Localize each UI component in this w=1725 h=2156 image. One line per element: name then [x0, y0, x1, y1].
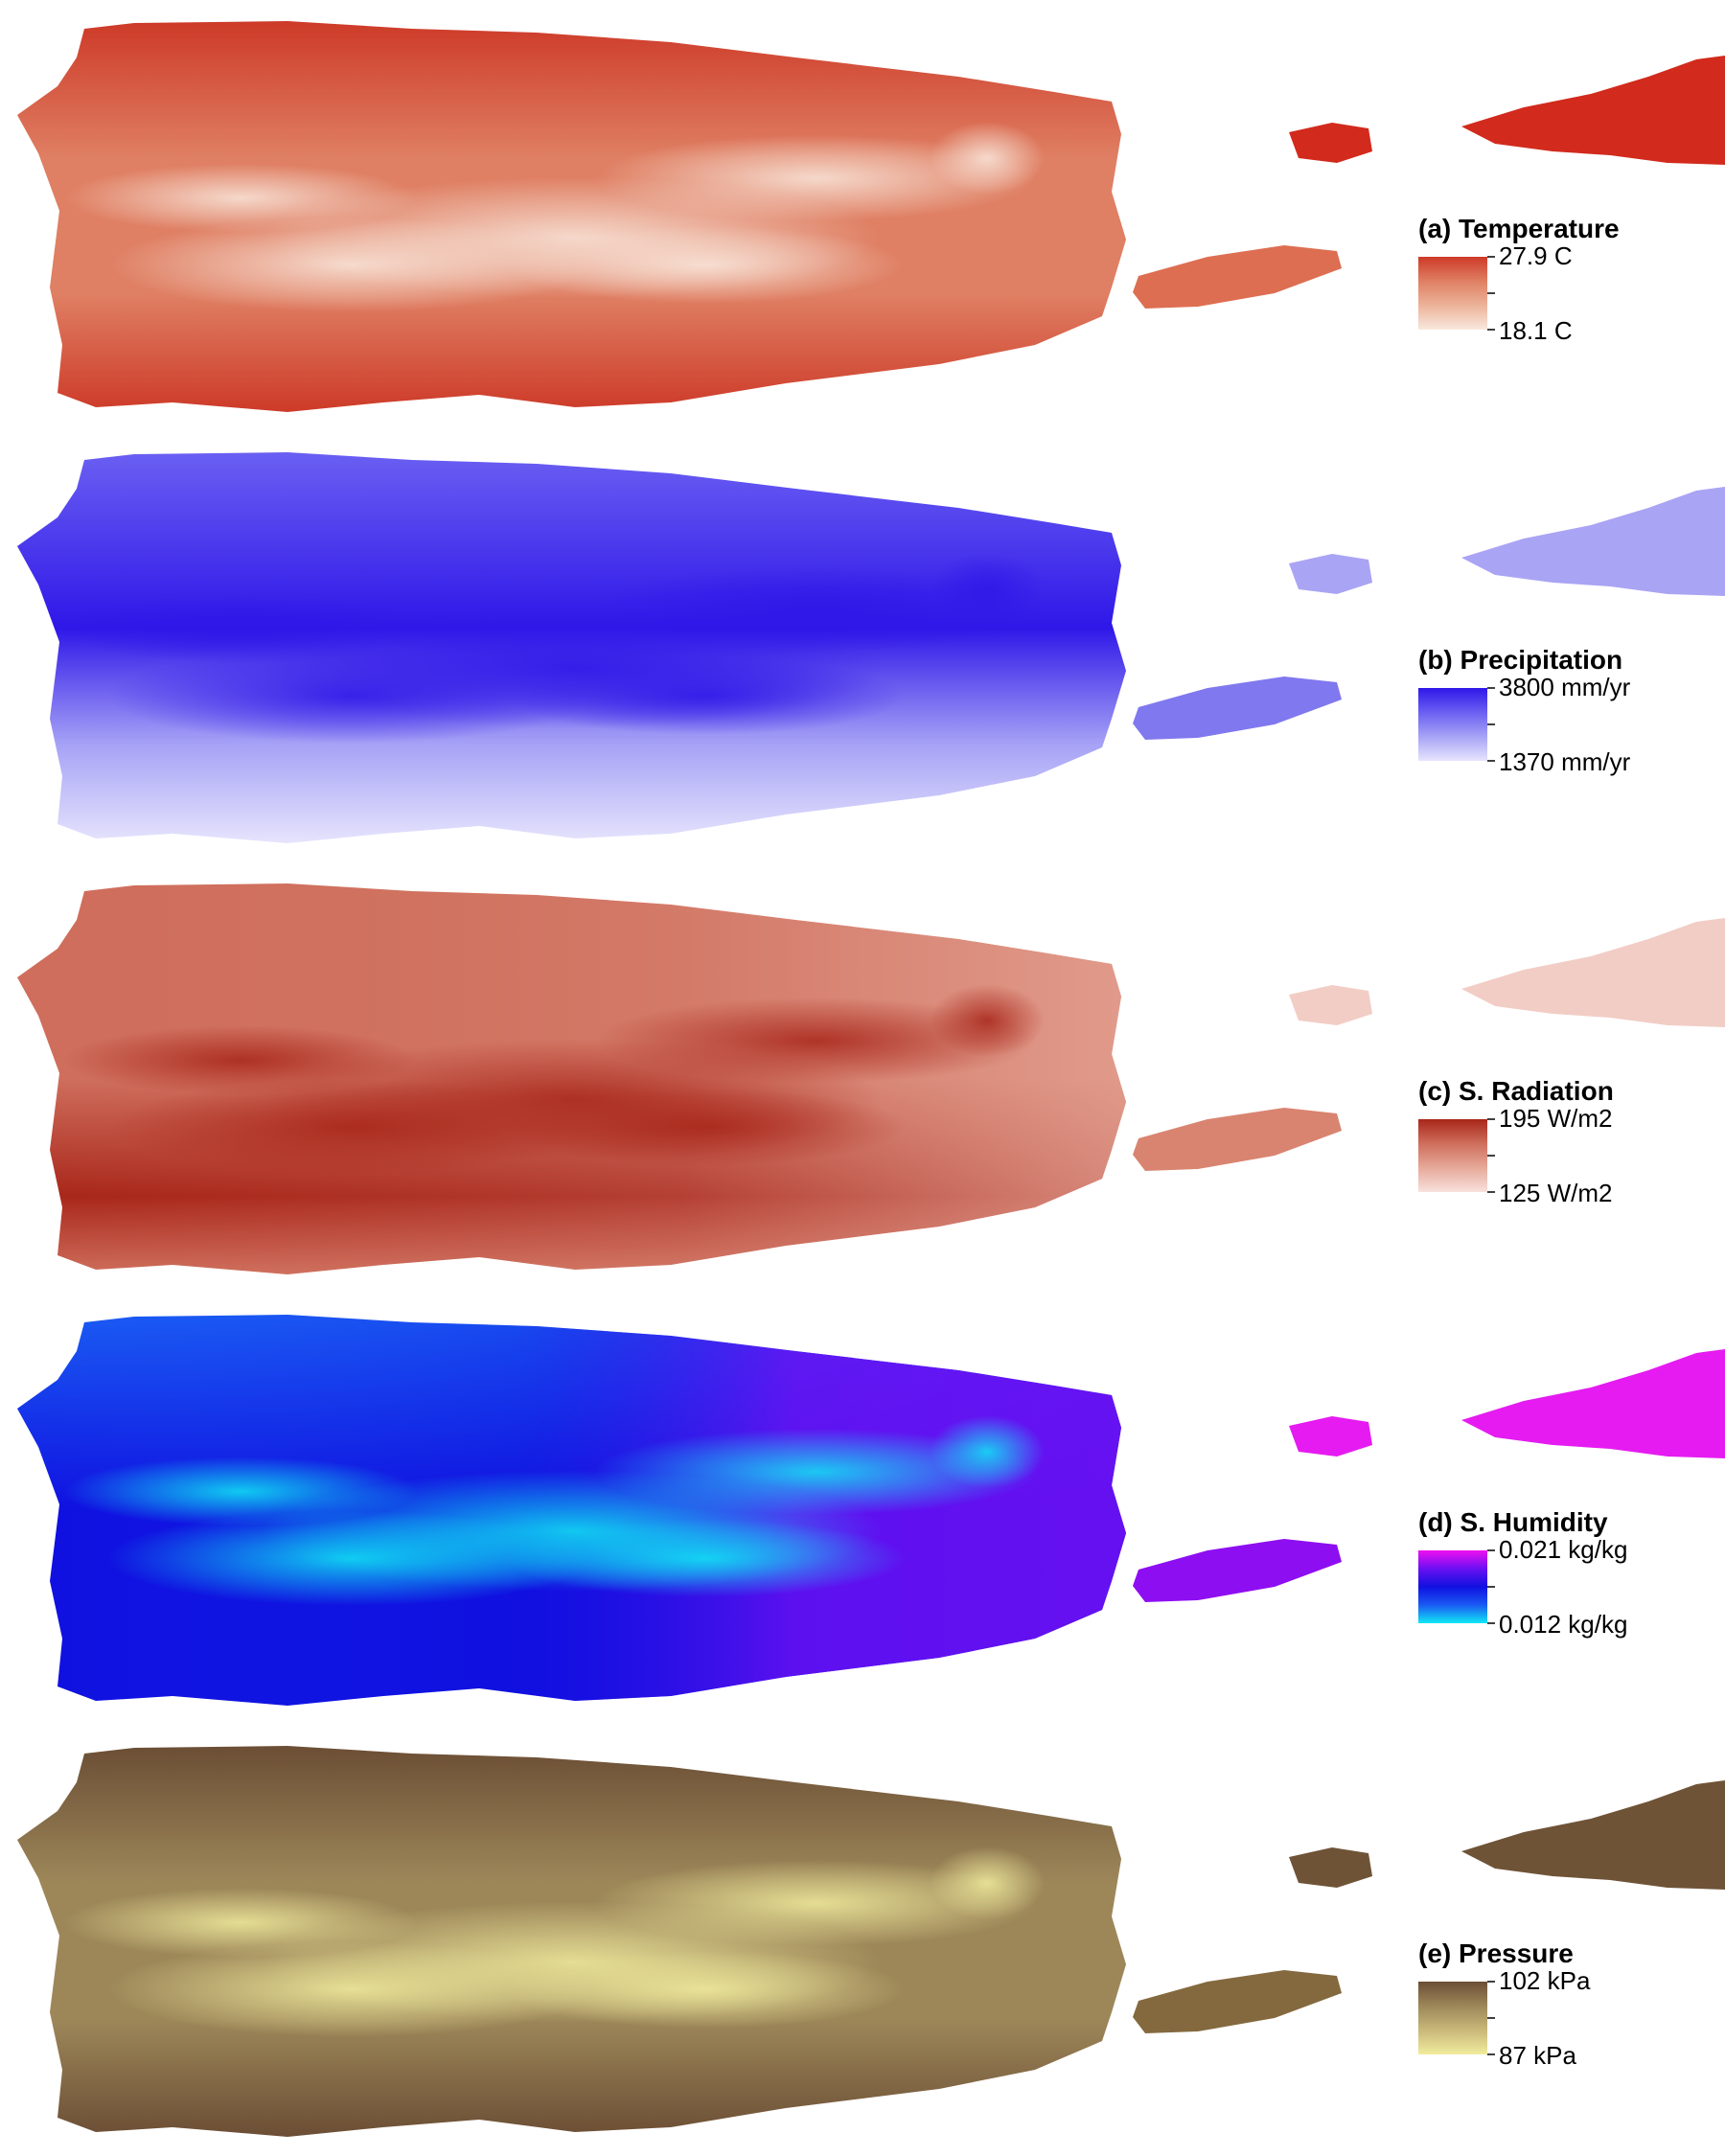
legend-min-label: 87 kPa	[1499, 2041, 1576, 2070]
legend-max-label: 3800 mm/yr	[1499, 673, 1631, 701]
map-culebra-island	[1289, 1416, 1372, 1456]
map-vieques-island	[1133, 1108, 1342, 1171]
legend-ticks	[1487, 256, 1495, 331]
legend-color-bar	[1418, 1982, 1487, 2054]
legend: (c) S. Radiation 195 W/m2 125 W/m2	[1418, 1076, 1614, 1207]
panel-humidity: (d) S. Humidity 0.021 kg/kg 0.012 kg/kg	[17, 1315, 1725, 1706]
map-main-island	[17, 1746, 1126, 2137]
legend-max-label: 0.021 kg/kg	[1499, 1535, 1627, 1564]
legend-title: (d) S. Humidity	[1418, 1507, 1608, 1537]
map-culebra-island	[1289, 123, 1372, 163]
legend-title: (b) Precipitation	[1418, 645, 1622, 675]
legend-ticks	[1487, 1549, 1495, 1624]
map-virgin-islands	[1461, 487, 1725, 596]
map-virgin-islands	[1461, 1780, 1725, 1890]
legend-ticks	[1487, 687, 1495, 762]
map-culebra-island	[1289, 985, 1372, 1025]
map-culebra-island	[1289, 1847, 1372, 1888]
map-main-island	[17, 21, 1126, 412]
legend: (b) Precipitation 3800 mm/yr 1370 mm/yr	[1418, 645, 1631, 776]
map-main-island	[17, 883, 1126, 1274]
map-virgin-islands	[1461, 56, 1725, 165]
map-vieques-island	[1133, 245, 1342, 309]
legend-min-label: 125 W/m2	[1499, 1179, 1613, 1207]
legend-color-bar	[1418, 257, 1487, 330]
map-main-island	[17, 452, 1126, 843]
map-culebra-island	[1289, 554, 1372, 594]
map-virgin-islands	[1461, 918, 1725, 1027]
panel-radiation: (c) S. Radiation 195 W/m2 125 W/m2	[17, 883, 1725, 1274]
legend: (d) S. Humidity 0.021 kg/kg 0.012 kg/kg	[1418, 1507, 1627, 1639]
legend-ticks	[1487, 1118, 1495, 1193]
legend-max-label: 195 W/m2	[1499, 1104, 1613, 1133]
legend-color-bar	[1418, 1119, 1487, 1192]
panel-pressure: (e) Pressure 102 kPa 87 kPa	[17, 1746, 1725, 2137]
legend: (a) Temperature 27.9 C 18.1 C	[1418, 214, 1620, 345]
panel-temperature: (a) Temperature 27.9 C 18.1 C	[17, 21, 1725, 412]
legend-min-label: 1370 mm/yr	[1499, 747, 1631, 776]
legend-title: (e) Pressure	[1418, 1938, 1574, 1968]
legend-min-label: 0.012 kg/kg	[1499, 1610, 1627, 1639]
panel-precipitation: (b) Precipitation 3800 mm/yr 1370 mm/yr	[17, 452, 1725, 843]
map-vieques-island	[1133, 1970, 1342, 2033]
legend-title: (a) Temperature	[1418, 214, 1620, 243]
legend-color-bar	[1418, 688, 1487, 761]
map-virgin-islands	[1461, 1349, 1725, 1458]
legend-color-bar	[1418, 1550, 1487, 1623]
map-main-island	[17, 1315, 1126, 1706]
legend-min-label: 18.1 C	[1499, 316, 1573, 345]
legend-max-label: 27.9 C	[1499, 241, 1573, 270]
map-vieques-island	[1133, 677, 1342, 740]
legend-max-label: 102 kPa	[1499, 1966, 1591, 1995]
legend-title: (c) S. Radiation	[1418, 1076, 1614, 1106]
legend: (e) Pressure 102 kPa 87 kPa	[1418, 1938, 1591, 2070]
map-vieques-island	[1133, 1539, 1342, 1602]
legend-ticks	[1487, 1981, 1495, 2055]
